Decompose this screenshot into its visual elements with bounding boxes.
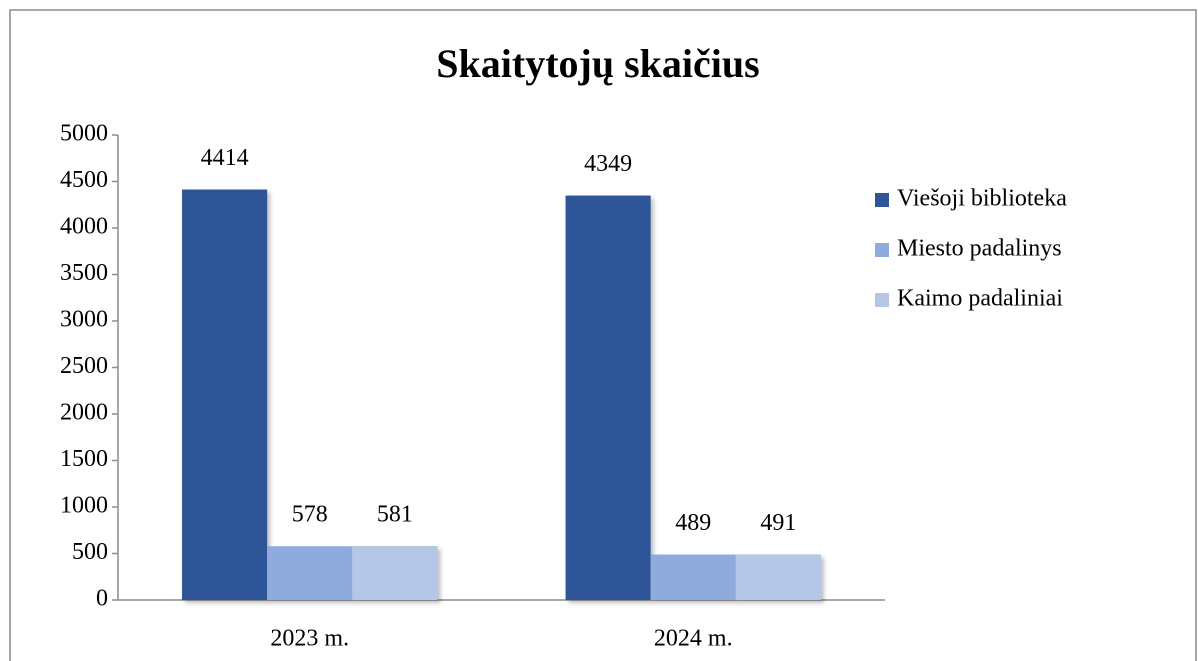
data-label: 581 — [377, 501, 413, 527]
y-tick-label: 2500 — [60, 353, 108, 379]
y-tick-label: 5000 — [60, 121, 108, 147]
y-tick-label: 500 — [72, 539, 108, 565]
data-label: 578 — [292, 502, 328, 528]
legend-label: Miesto padalinys — [897, 236, 1062, 262]
y-tick-label: 1500 — [60, 446, 108, 472]
bar — [182, 189, 268, 601]
x-tick-label: 2023 m. — [270, 626, 349, 652]
bar — [735, 554, 821, 600]
data-label: 4349 — [584, 151, 632, 177]
legend-swatch — [875, 243, 889, 257]
y-tick-label: 2000 — [60, 400, 108, 426]
data-label: 491 — [760, 510, 796, 536]
bar — [267, 546, 353, 600]
bar — [565, 195, 651, 600]
y-tick-label: 4000 — [60, 214, 108, 240]
bar — [352, 545, 438, 600]
legend-swatch — [875, 193, 889, 207]
data-label: 4414 — [201, 145, 249, 171]
bar — [650, 554, 736, 600]
legend-label: Viešoji biblioteka — [897, 186, 1067, 212]
x-tick-label: 2024 m. — [654, 626, 733, 652]
y-tick-label: 3000 — [60, 307, 108, 333]
y-tick-label: 3500 — [60, 260, 108, 286]
y-tick-label: 0 — [96, 586, 108, 612]
legend-label: Kaimo padaliniai — [897, 286, 1063, 312]
legend-swatch — [875, 293, 889, 307]
data-label: 489 — [675, 510, 711, 536]
y-tick-label: 4500 — [60, 167, 108, 193]
y-tick-label: 1000 — [60, 493, 108, 519]
chart-title: Skaitytojų skaičius — [436, 41, 759, 86]
